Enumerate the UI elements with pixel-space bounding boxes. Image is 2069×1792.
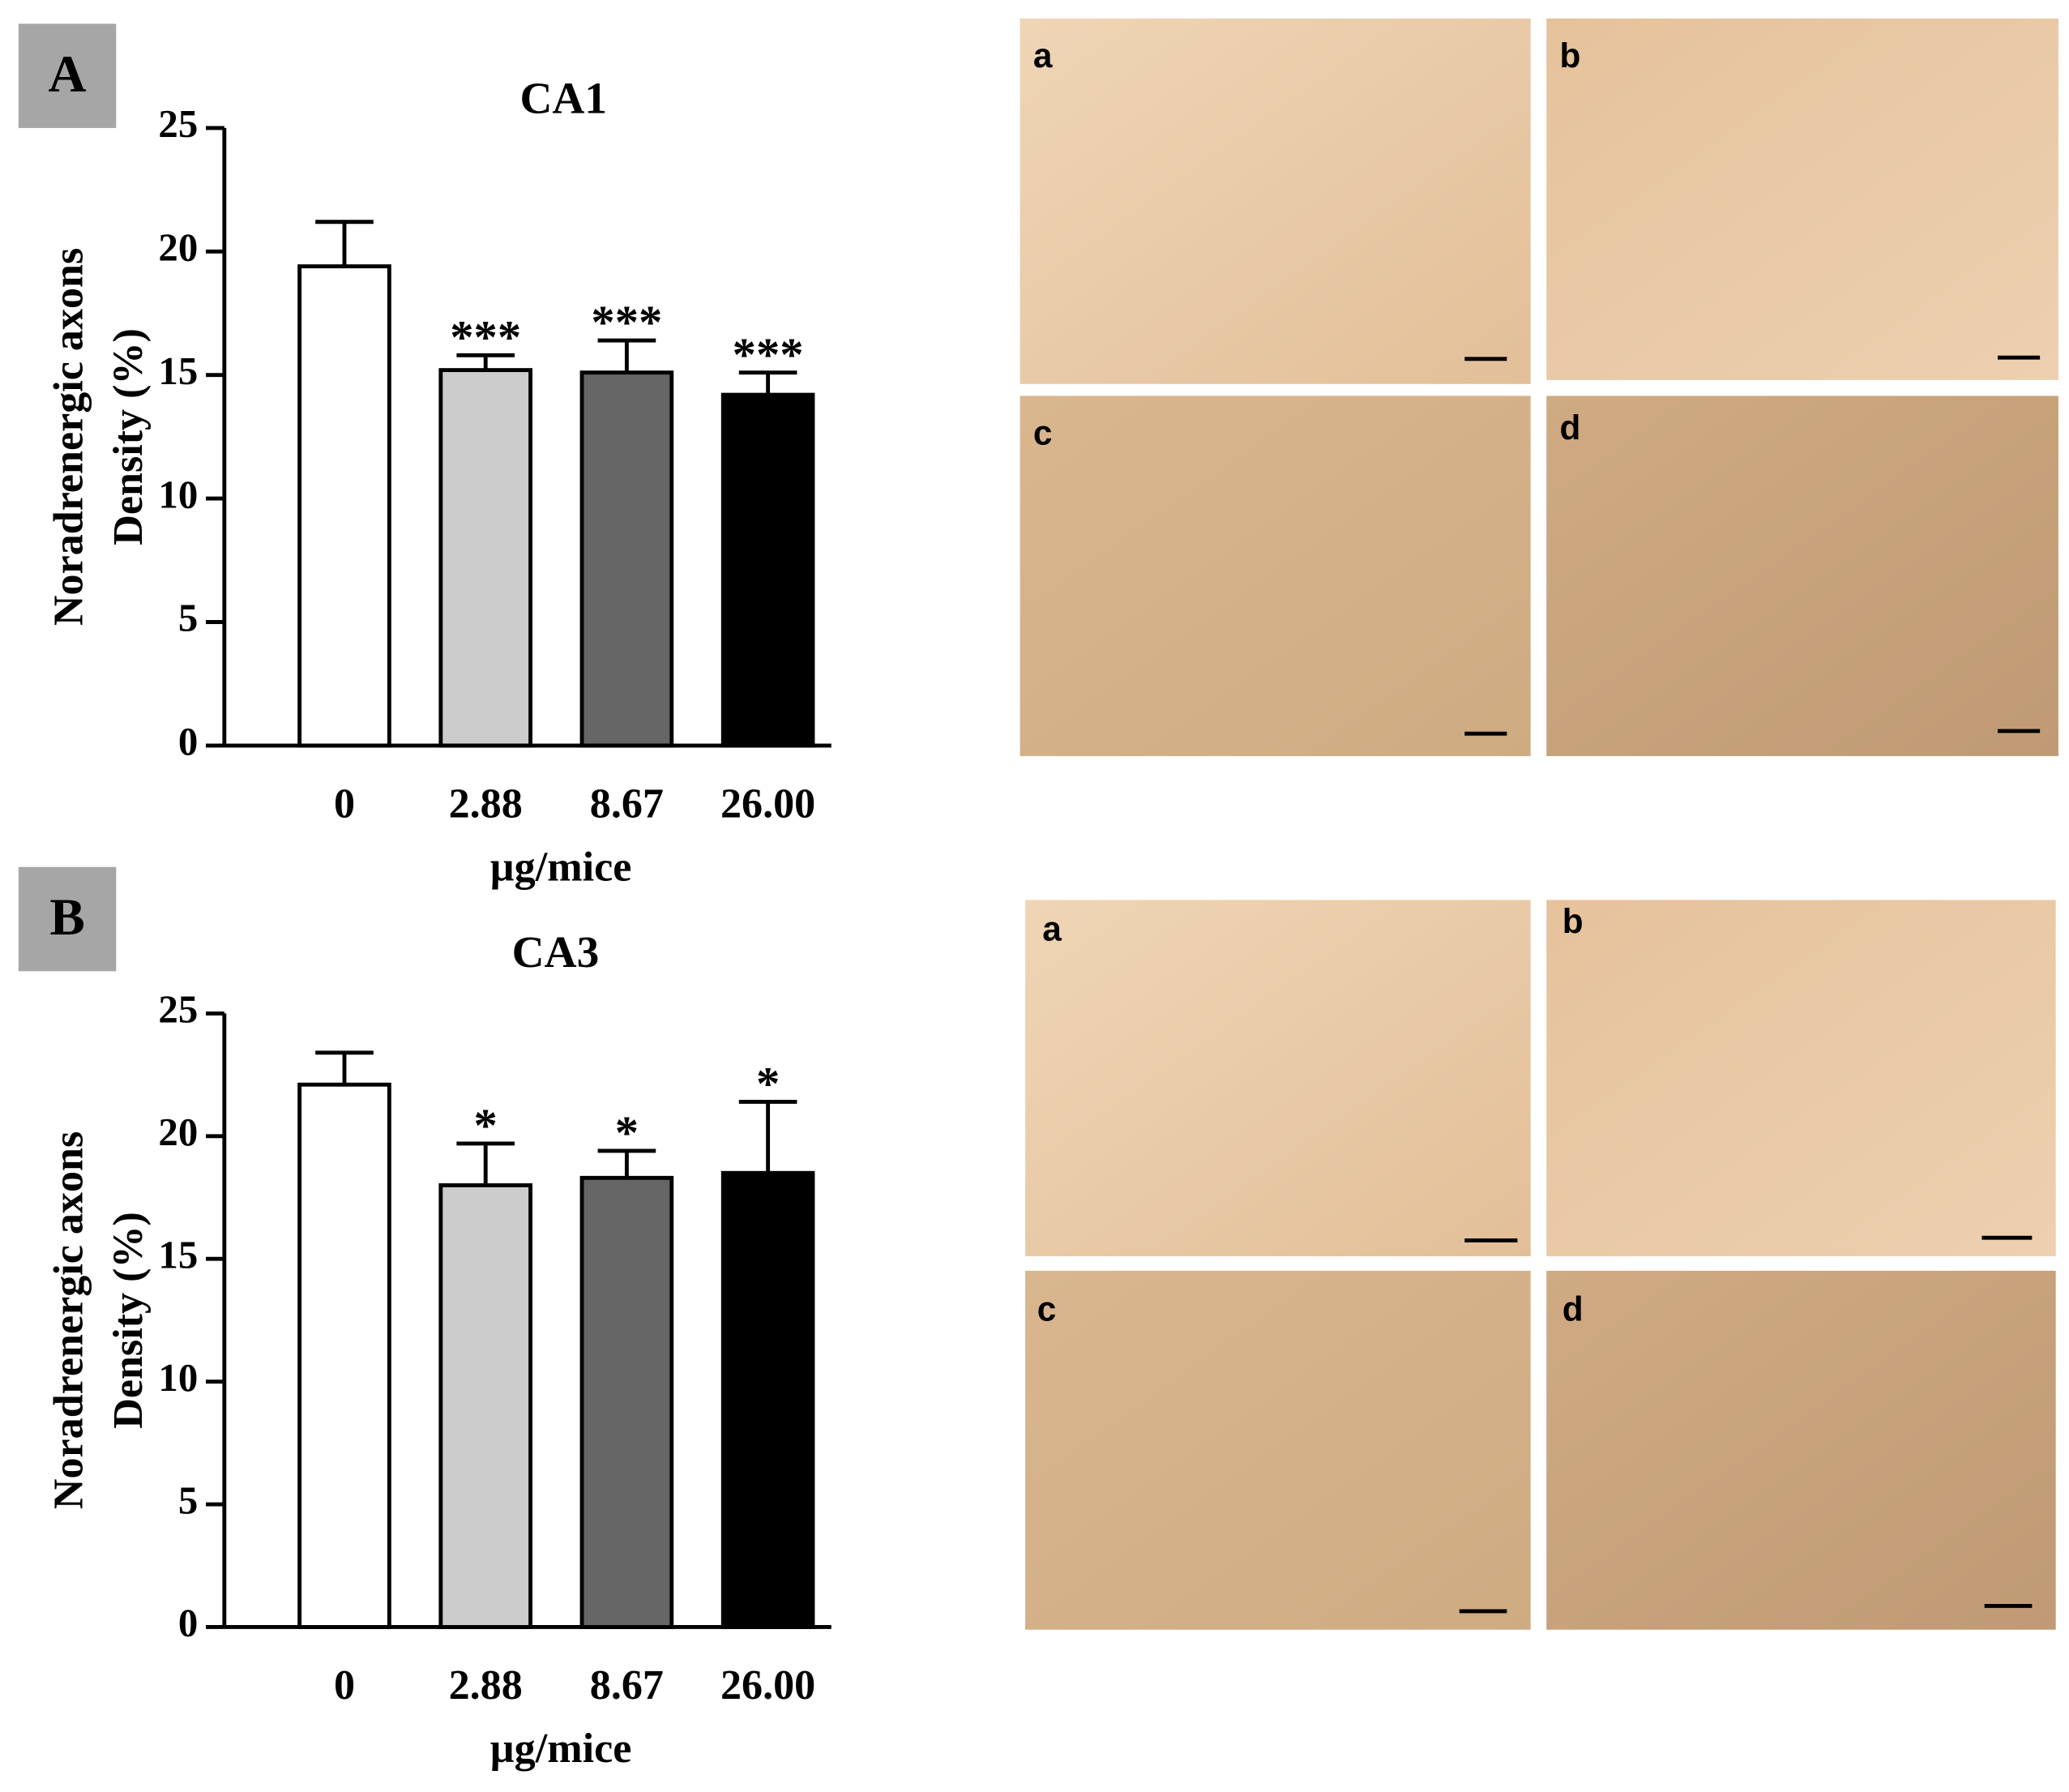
micrograph-label: b bbox=[1562, 902, 1584, 940]
x-axis-label: µg/mice bbox=[490, 845, 632, 891]
y-axis-label: Density (%) bbox=[105, 328, 152, 545]
x-tick-label: 8.67 bbox=[590, 781, 664, 827]
micrograph-label: d bbox=[1559, 408, 1580, 447]
bar bbox=[297, 1082, 391, 1629]
bar bbox=[720, 1170, 815, 1629]
y-axis-label: Density (%) bbox=[105, 1212, 152, 1429]
micrograph-label: a bbox=[1033, 36, 1053, 75]
x-tick-label: 26.00 bbox=[720, 1662, 815, 1709]
bar bbox=[579, 370, 674, 748]
panel-label-box bbox=[18, 866, 117, 972]
y-tick-label: 5 bbox=[178, 596, 198, 640]
micrograph bbox=[1020, 396, 1531, 756]
significance: * bbox=[474, 1099, 498, 1152]
y-tick-label: 10 bbox=[158, 1355, 198, 1400]
x-tick-label: 8.67 bbox=[590, 1662, 664, 1709]
chart-title: CA1 bbox=[519, 74, 607, 123]
significance: *** bbox=[733, 328, 804, 381]
bar bbox=[720, 392, 815, 748]
bar bbox=[438, 1183, 532, 1629]
scale-bars bbox=[1459, 355, 2041, 1614]
micrograph bbox=[1546, 396, 2058, 756]
y-tick-label: 25 bbox=[158, 987, 198, 1032]
y-tick-label: 10 bbox=[158, 472, 198, 516]
micrograph-label: c bbox=[1033, 413, 1053, 451]
micrograph-label: d bbox=[1562, 1290, 1584, 1328]
panel-label-box bbox=[18, 24, 117, 128]
micrograph bbox=[1546, 1270, 2056, 1630]
x-tick-label: 26.00 bbox=[720, 781, 815, 827]
micrograph bbox=[1020, 18, 1531, 384]
y-tick-label: 15 bbox=[158, 1232, 198, 1277]
y-tick-label: 20 bbox=[158, 225, 198, 270]
significance: * bbox=[615, 1106, 639, 1159]
significance: *** bbox=[591, 296, 662, 349]
x-tick-label: 0 bbox=[334, 1662, 355, 1709]
x-axis-label: µg/mice bbox=[490, 1726, 632, 1772]
y-tick-label: 5 bbox=[178, 1478, 198, 1522]
micrograph-label: c bbox=[1037, 1290, 1057, 1328]
chart-title: CA3 bbox=[512, 927, 600, 977]
y-axis-label: Noradrenergic axons bbox=[46, 248, 92, 626]
significance: *** bbox=[450, 311, 521, 364]
micrograph-label: a bbox=[1042, 910, 1062, 948]
y-tick-label: 0 bbox=[178, 719, 198, 763]
panel-label: A bbox=[49, 45, 87, 104]
micrograph-label: b bbox=[1559, 36, 1580, 75]
bar bbox=[579, 1175, 674, 1629]
micrograph bbox=[1025, 1270, 1531, 1630]
bar bbox=[438, 368, 532, 748]
significance: * bbox=[756, 1058, 780, 1110]
y-tick-label: 0 bbox=[178, 1601, 198, 1645]
micrographs: a b c d a b c d bbox=[1020, 18, 2058, 1630]
y-axis-label: Noradrenergic axons bbox=[46, 1131, 92, 1509]
x-tick-label: 2.88 bbox=[449, 781, 523, 827]
bar bbox=[297, 264, 391, 748]
panel-label: B bbox=[49, 888, 84, 947]
micrograph bbox=[1546, 900, 2056, 1256]
micrograph bbox=[1025, 900, 1531, 1256]
y-tick-label: 20 bbox=[158, 1110, 198, 1154]
y-tick-label: 25 bbox=[158, 101, 198, 146]
x-tick-label: 2.88 bbox=[449, 1662, 523, 1709]
micrograph bbox=[1546, 18, 2058, 380]
x-tick-label: 0 bbox=[334, 781, 355, 827]
y-tick-label: 15 bbox=[158, 349, 198, 393]
